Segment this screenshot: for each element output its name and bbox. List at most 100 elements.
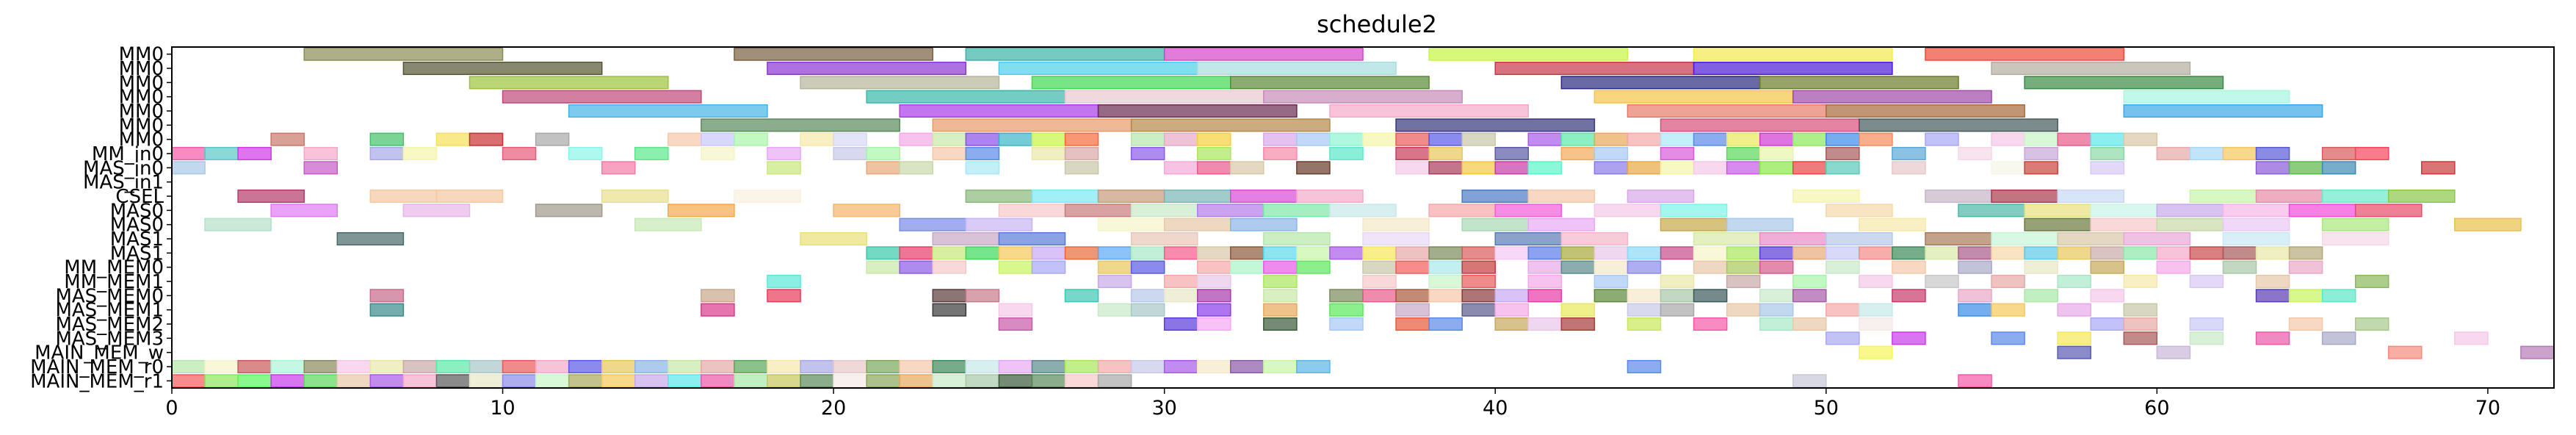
- task-bar: [2123, 317, 2158, 331]
- task-bar: [1031, 189, 1099, 204]
- task-bar: [1726, 146, 1761, 161]
- task-bar: [1759, 132, 1794, 146]
- task-bar: [1230, 218, 1298, 231]
- task-bar: [237, 189, 305, 204]
- task-bar: [1494, 146, 1530, 161]
- task-bar: [1296, 260, 1331, 274]
- task-bar: [1395, 317, 1430, 331]
- task-bar: [734, 132, 768, 146]
- y-tick-label: MAIN_MEM_w: [35, 342, 164, 364]
- task-bar: [303, 374, 339, 388]
- task-bar: [303, 146, 339, 161]
- task-bar: [2090, 246, 2125, 260]
- task-bar: [1925, 231, 1992, 246]
- task-bar: [1660, 204, 1728, 218]
- task-bar: [2421, 161, 2456, 175]
- task-bar: [701, 374, 735, 388]
- y-tick-label: MM_in0: [92, 143, 164, 165]
- task-bar: [535, 359, 570, 374]
- task-bar: [1792, 289, 1827, 303]
- task-bar: [1130, 289, 1165, 303]
- task-bar: [1627, 317, 1662, 331]
- task-bar: [1527, 161, 1563, 175]
- task-bar: [1196, 161, 1231, 175]
- task-bar: [2222, 146, 2257, 161]
- task-bar: [1362, 246, 1397, 260]
- task-bar: [1196, 317, 1231, 331]
- task-bar: [1064, 359, 1099, 374]
- task-bar: [1097, 246, 1132, 260]
- task-bar: [1759, 246, 1794, 260]
- task-bar: [1097, 374, 1132, 388]
- task-bar: [435, 189, 504, 204]
- task-bar: [535, 132, 570, 146]
- task-bar: [171, 146, 206, 161]
- task-bar: [800, 231, 867, 246]
- task-bar: [965, 289, 1000, 303]
- task-bar: [932, 303, 967, 317]
- task-bar: [1196, 246, 1231, 260]
- task-bar: [1230, 359, 1265, 374]
- task-bar: [1759, 303, 1794, 317]
- task-bar: [1627, 246, 1662, 260]
- task-bar: [502, 90, 702, 104]
- task-bar: [1230, 76, 1430, 90]
- task-bar: [1759, 289, 1794, 303]
- task-bar: [1826, 331, 1860, 345]
- task-bar: [1428, 289, 1463, 303]
- task-bar: [2321, 189, 2389, 204]
- task-bar: [1627, 303, 1662, 317]
- task-bar: [1163, 317, 1198, 331]
- task-bar: [1263, 90, 1463, 104]
- task-bar: [1428, 161, 1463, 175]
- task-bar: [1792, 317, 1827, 331]
- task-bar: [402, 359, 438, 374]
- task-bar: [965, 132, 1000, 146]
- task-bar: [899, 374, 934, 388]
- task-bar: [932, 374, 967, 388]
- task-bar: [1428, 204, 1496, 218]
- task-bar: [1859, 246, 1893, 260]
- task-bar: [932, 260, 967, 274]
- task-bar: [1859, 118, 2058, 132]
- task-bar: [1163, 132, 1198, 146]
- task-bar: [1892, 161, 1926, 175]
- task-bar: [1693, 246, 1728, 260]
- task-bar: [998, 61, 1198, 76]
- task-bar: [998, 246, 1033, 260]
- task-bar: [1461, 218, 1530, 231]
- task-bar: [1130, 231, 1198, 246]
- y-tick-label: MM0: [119, 115, 164, 137]
- task-bar: [204, 374, 239, 388]
- task-bar: [1031, 359, 1066, 374]
- task-bar: [2189, 246, 2224, 260]
- task-bar: [1560, 260, 1596, 274]
- task-bar: [502, 374, 537, 388]
- y-tick-label: MAS1: [110, 229, 164, 251]
- task-bar: [1263, 303, 1298, 317]
- task-bar: [1461, 260, 1496, 274]
- y-tick-label: MAS0: [110, 215, 164, 237]
- task-bar: [468, 359, 504, 374]
- task-bar: [1130, 246, 1165, 260]
- task-bar: [2321, 331, 2356, 345]
- task-bar: [1494, 231, 1563, 246]
- task-bar: [2288, 289, 2323, 303]
- task-bar: [1428, 260, 1463, 274]
- task-bar: [2024, 246, 2058, 260]
- task-bar: [1064, 289, 1099, 303]
- task-bar: [568, 146, 603, 161]
- task-bar: [1826, 231, 1893, 246]
- task-bar: [2454, 218, 2522, 231]
- task-bar: [833, 132, 867, 146]
- task-bar: [1362, 260, 1397, 274]
- x-tick-label: 20: [821, 397, 846, 420]
- task-bar: [601, 374, 636, 388]
- task-bar: [2321, 161, 2356, 175]
- task-bar: [1527, 189, 1596, 204]
- task-bar: [1892, 289, 1926, 303]
- task-bar: [468, 132, 504, 146]
- task-bar: [1395, 132, 1430, 146]
- task-bar: [1693, 231, 1761, 246]
- task-bar: [1792, 132, 1827, 146]
